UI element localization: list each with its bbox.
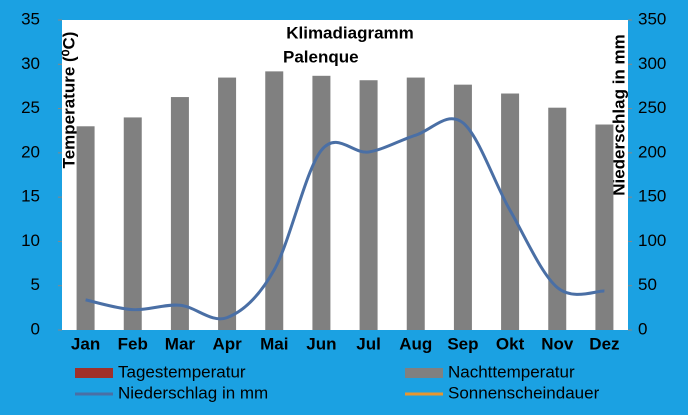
- bar: [76, 126, 95, 331]
- y-tick-label: 25: [21, 98, 40, 117]
- bar: [312, 75, 331, 330]
- y-tick-label: 20: [21, 142, 40, 161]
- y2-tick-label: 50: [638, 275, 657, 294]
- x-tick-label: Aug: [399, 334, 432, 353]
- x-tick-label: Dez: [589, 334, 619, 353]
- chart-subtitle: Palenque: [283, 47, 359, 66]
- y2-tick-label: 200: [638, 142, 666, 161]
- bar: [406, 77, 425, 330]
- y-tick-label: 30: [21, 54, 40, 73]
- x-tick-label: Nov: [541, 334, 574, 353]
- chart-title: Klimadiagramm: [286, 23, 414, 42]
- legend-label: Niederschlag in mm: [118, 383, 268, 402]
- y-tick-label: 15: [21, 187, 40, 206]
- legend-label: Nachttemperatur: [448, 362, 575, 381]
- x-tick-label: Sep: [447, 334, 478, 353]
- y-tick-label: 10: [21, 231, 40, 250]
- x-tick-label: Feb: [118, 334, 148, 353]
- y-tick-label: 5: [31, 275, 40, 294]
- y2-tick-label: 250: [638, 98, 666, 117]
- bar: [548, 107, 567, 330]
- y2-tick-label: 100: [638, 231, 666, 250]
- y-tick-label: 0: [31, 319, 40, 338]
- x-tick-label: Jun: [306, 334, 336, 353]
- legend-label: Tagestemperatur: [118, 362, 246, 381]
- x-tick-label: Apr: [212, 334, 242, 353]
- y-tick-label: 35: [21, 9, 40, 28]
- legend-swatch: [75, 368, 113, 378]
- legend-label: Sonnenscheindauer: [448, 383, 600, 402]
- y2-tick-label: 300: [638, 54, 666, 73]
- y2-tick-label: 150: [638, 187, 666, 206]
- x-tick-label: Okt: [496, 334, 525, 353]
- bar: [170, 97, 189, 330]
- bar: [359, 80, 378, 330]
- legend-swatch: [405, 368, 443, 378]
- x-tick-label: Mar: [165, 334, 196, 353]
- y2-tick-label: 350: [638, 9, 666, 28]
- y-axis-label: Temperature (⁰C): [59, 32, 78, 169]
- x-tick-label: Jan: [71, 334, 100, 353]
- bar: [453, 84, 472, 331]
- y2-axis-label: Niederschlag in mm: [609, 34, 628, 196]
- plot-area: [62, 20, 628, 330]
- x-tick-label: Jul: [356, 334, 381, 353]
- bar: [218, 77, 237, 330]
- line: [85, 117, 605, 321]
- y2-tick-label: 0: [638, 319, 647, 338]
- bar: [123, 117, 142, 330]
- x-tick-label: Mai: [260, 334, 288, 353]
- bar: [265, 71, 284, 330]
- bar: [595, 124, 614, 330]
